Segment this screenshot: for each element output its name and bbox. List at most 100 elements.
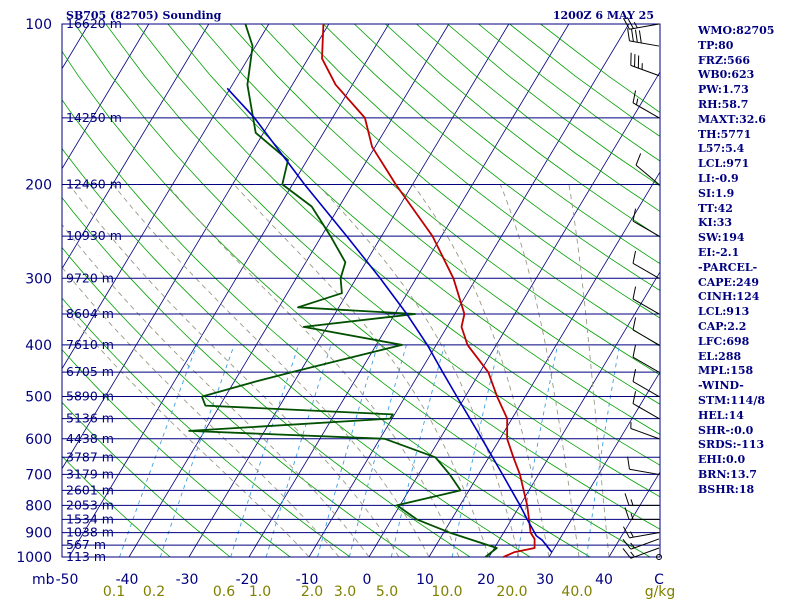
wind-barb (630, 422, 660, 440)
pressure-tick-label: 600 (25, 432, 52, 448)
wind-barb (624, 493, 659, 506)
height-label: 10930 m (66, 228, 122, 243)
isotherm-line (248, 24, 570, 558)
station-title: SB705 (82705) Sounding (66, 9, 222, 22)
index-item: MPL:158 (698, 364, 754, 378)
mixing-ratio-unit-label: g/kg (645, 584, 676, 600)
isotherm-line (68, 24, 390, 558)
temperature-tick-label: C (654, 572, 664, 588)
wind-barb-half-flag (630, 513, 634, 520)
isotherm-line (548, 371, 660, 558)
wind-barb (622, 526, 660, 539)
mixing-ratio-line (230, 344, 300, 558)
wind-barb (632, 250, 660, 279)
wind-barb-flag (638, 30, 642, 44)
index-item: HEL:14 (698, 408, 744, 422)
pressure-tick-label: 900 (25, 526, 52, 542)
wind-barb-staff (632, 102, 660, 119)
height-label: 113 m (66, 549, 106, 564)
wind-barb-flag (626, 17, 634, 29)
moist-adiabat-line (499, 184, 580, 558)
wind-barb-flag (622, 548, 632, 559)
moist-adiabat-line (166, 184, 460, 558)
wind-barb-half-flag (635, 98, 639, 105)
wind-barb-staff (629, 468, 660, 475)
index-item: CAPE:249 (698, 275, 759, 289)
isotherm-line (428, 171, 660, 558)
wind-barb (627, 456, 660, 475)
temperature-tick-label: 30 (536, 572, 554, 588)
index-item: WB0:623 (698, 68, 755, 82)
wind-barb-staff (632, 329, 660, 346)
height-label: 16620 m (66, 16, 122, 31)
isotherm-line (62, 24, 150, 170)
height-label: 567 m (66, 537, 106, 552)
pressure-unit-label: mb (32, 572, 55, 588)
temperature-tick-label: -20 (236, 572, 259, 588)
height-label: 9720 m (66, 270, 114, 285)
index-item: LCL:913 (698, 305, 750, 319)
wind-barb-staff (630, 64, 660, 77)
mixing-ratio-line (159, 344, 235, 558)
wind-barb (630, 52, 660, 77)
isotherm-line (188, 24, 510, 558)
index-item: PW:1.73 (698, 83, 749, 97)
height-label: 8604 m (66, 306, 114, 321)
height-label: 3787 m (66, 449, 114, 464)
wind-barb-flag (631, 28, 634, 42)
pressure-tick-label: 800 (25, 498, 52, 514)
wind-barb-half-flag (633, 22, 638, 29)
wind-barb (656, 554, 662, 560)
wind-barb (622, 547, 660, 559)
index-item: TP:80 (698, 38, 734, 52)
wind-barb-half-flag (630, 499, 634, 506)
height-label: 14250 m (66, 110, 122, 125)
plot-frame (61, 23, 661, 558)
temperature-tick-label: -10 (296, 572, 319, 588)
wind-barb (622, 17, 660, 30)
index-item: EHI:0.0 (698, 453, 746, 467)
wind-barb-staff (629, 532, 660, 539)
height-label: 6705 m (66, 364, 114, 379)
mixing-ratio-line (451, 344, 500, 558)
mixing-ratio-tick-label: 5.0 (376, 584, 398, 600)
isotherm-line (128, 24, 450, 558)
index-item: BSHR:18 (698, 482, 755, 496)
pressure-tick-label: 500 (25, 390, 52, 406)
pressure-tick-label: 400 (25, 338, 52, 354)
wind-barb (632, 286, 660, 315)
height-label: 4438 m (66, 431, 114, 446)
height-label: 12460 m (66, 176, 122, 191)
height-label: 5890 m (66, 389, 114, 404)
temperature-tick-label: 20 (477, 572, 495, 588)
wind-barb-flag (632, 369, 637, 382)
pressure-tick-label: 300 (25, 271, 52, 287)
temperature-tick-label: -50 (56, 572, 79, 588)
index-item: EL:288 (698, 349, 742, 363)
temperature-tick-label: 0 (363, 572, 372, 588)
wind-barb (627, 28, 660, 47)
wind-barb (624, 507, 659, 520)
wind-barb (632, 369, 660, 397)
wind-barb-half-flag (629, 531, 634, 538)
isotherm-line (62, 24, 330, 470)
mixing-ratio-tick-label: 0.1 (103, 584, 125, 600)
temperature-tick-label: -30 (176, 572, 199, 588)
height-label: 2053 m (66, 497, 114, 512)
observation-time: 1200Z 6 MAY 25 (552, 9, 654, 22)
index-item: WMO:82705 (698, 24, 775, 37)
mixing-ratio-tick-label: 0.6 (213, 584, 235, 600)
pressure-tick-label: 700 (25, 467, 52, 483)
index-item: TH:5771 (698, 127, 752, 141)
index-item: TT:42 (698, 201, 733, 215)
wind-barb (632, 317, 660, 346)
wind-barbs (622, 17, 662, 560)
mixing-ratio-tick-label: 2.0 (301, 584, 323, 600)
wind-barb-flag (627, 28, 630, 41)
wind-barb-flag (624, 507, 630, 520)
wind-barb-staff (632, 403, 660, 420)
index-item: SW:194 (698, 231, 745, 245)
index-item: MAXT:32.6 (698, 112, 766, 126)
